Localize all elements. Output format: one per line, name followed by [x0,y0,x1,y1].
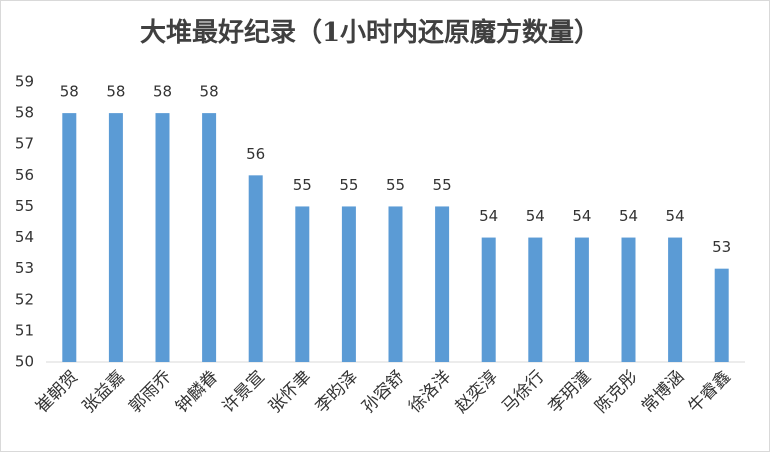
chart-title: 大堆最好纪录（1小时内还原魔方数量） [140,17,600,48]
bar [388,206,403,362]
bar [62,113,77,362]
y-tick-label: 51 [15,321,34,339]
value-label: 54 [666,207,685,225]
value-label: 55 [293,176,312,194]
value-label: 54 [619,207,638,225]
value-label: 58 [200,83,219,101]
y-tick-label: 59 [15,73,34,91]
value-label: 54 [479,207,498,225]
bar [108,113,123,362]
bar [202,113,217,362]
bar [528,237,543,362]
bar [668,237,683,362]
bar [481,237,496,362]
bar [155,113,170,362]
value-label: 55 [433,176,452,194]
y-tick-label: 56 [15,166,34,184]
bar [621,237,636,362]
value-label: 58 [153,83,172,101]
bar [574,237,589,362]
bar [248,175,263,362]
value-label: 53 [712,238,731,256]
value-label: 55 [386,176,405,194]
bar [341,206,356,362]
y-tick-label: 50 [15,353,34,371]
y-tick-label: 58 [15,104,34,122]
bar [714,268,729,362]
value-label: 58 [60,83,79,101]
y-tick-label: 52 [15,290,34,308]
value-label: 58 [106,83,125,101]
y-tick-label: 57 [15,135,34,153]
value-label: 54 [526,207,545,225]
y-tick-label: 55 [15,197,34,215]
value-label: 54 [572,207,591,225]
y-tick-label: 54 [15,228,34,246]
value-label: 55 [339,176,358,194]
bar [435,206,450,362]
bar [295,206,310,362]
y-tick-label: 53 [15,259,34,277]
value-label: 56 [246,145,265,163]
